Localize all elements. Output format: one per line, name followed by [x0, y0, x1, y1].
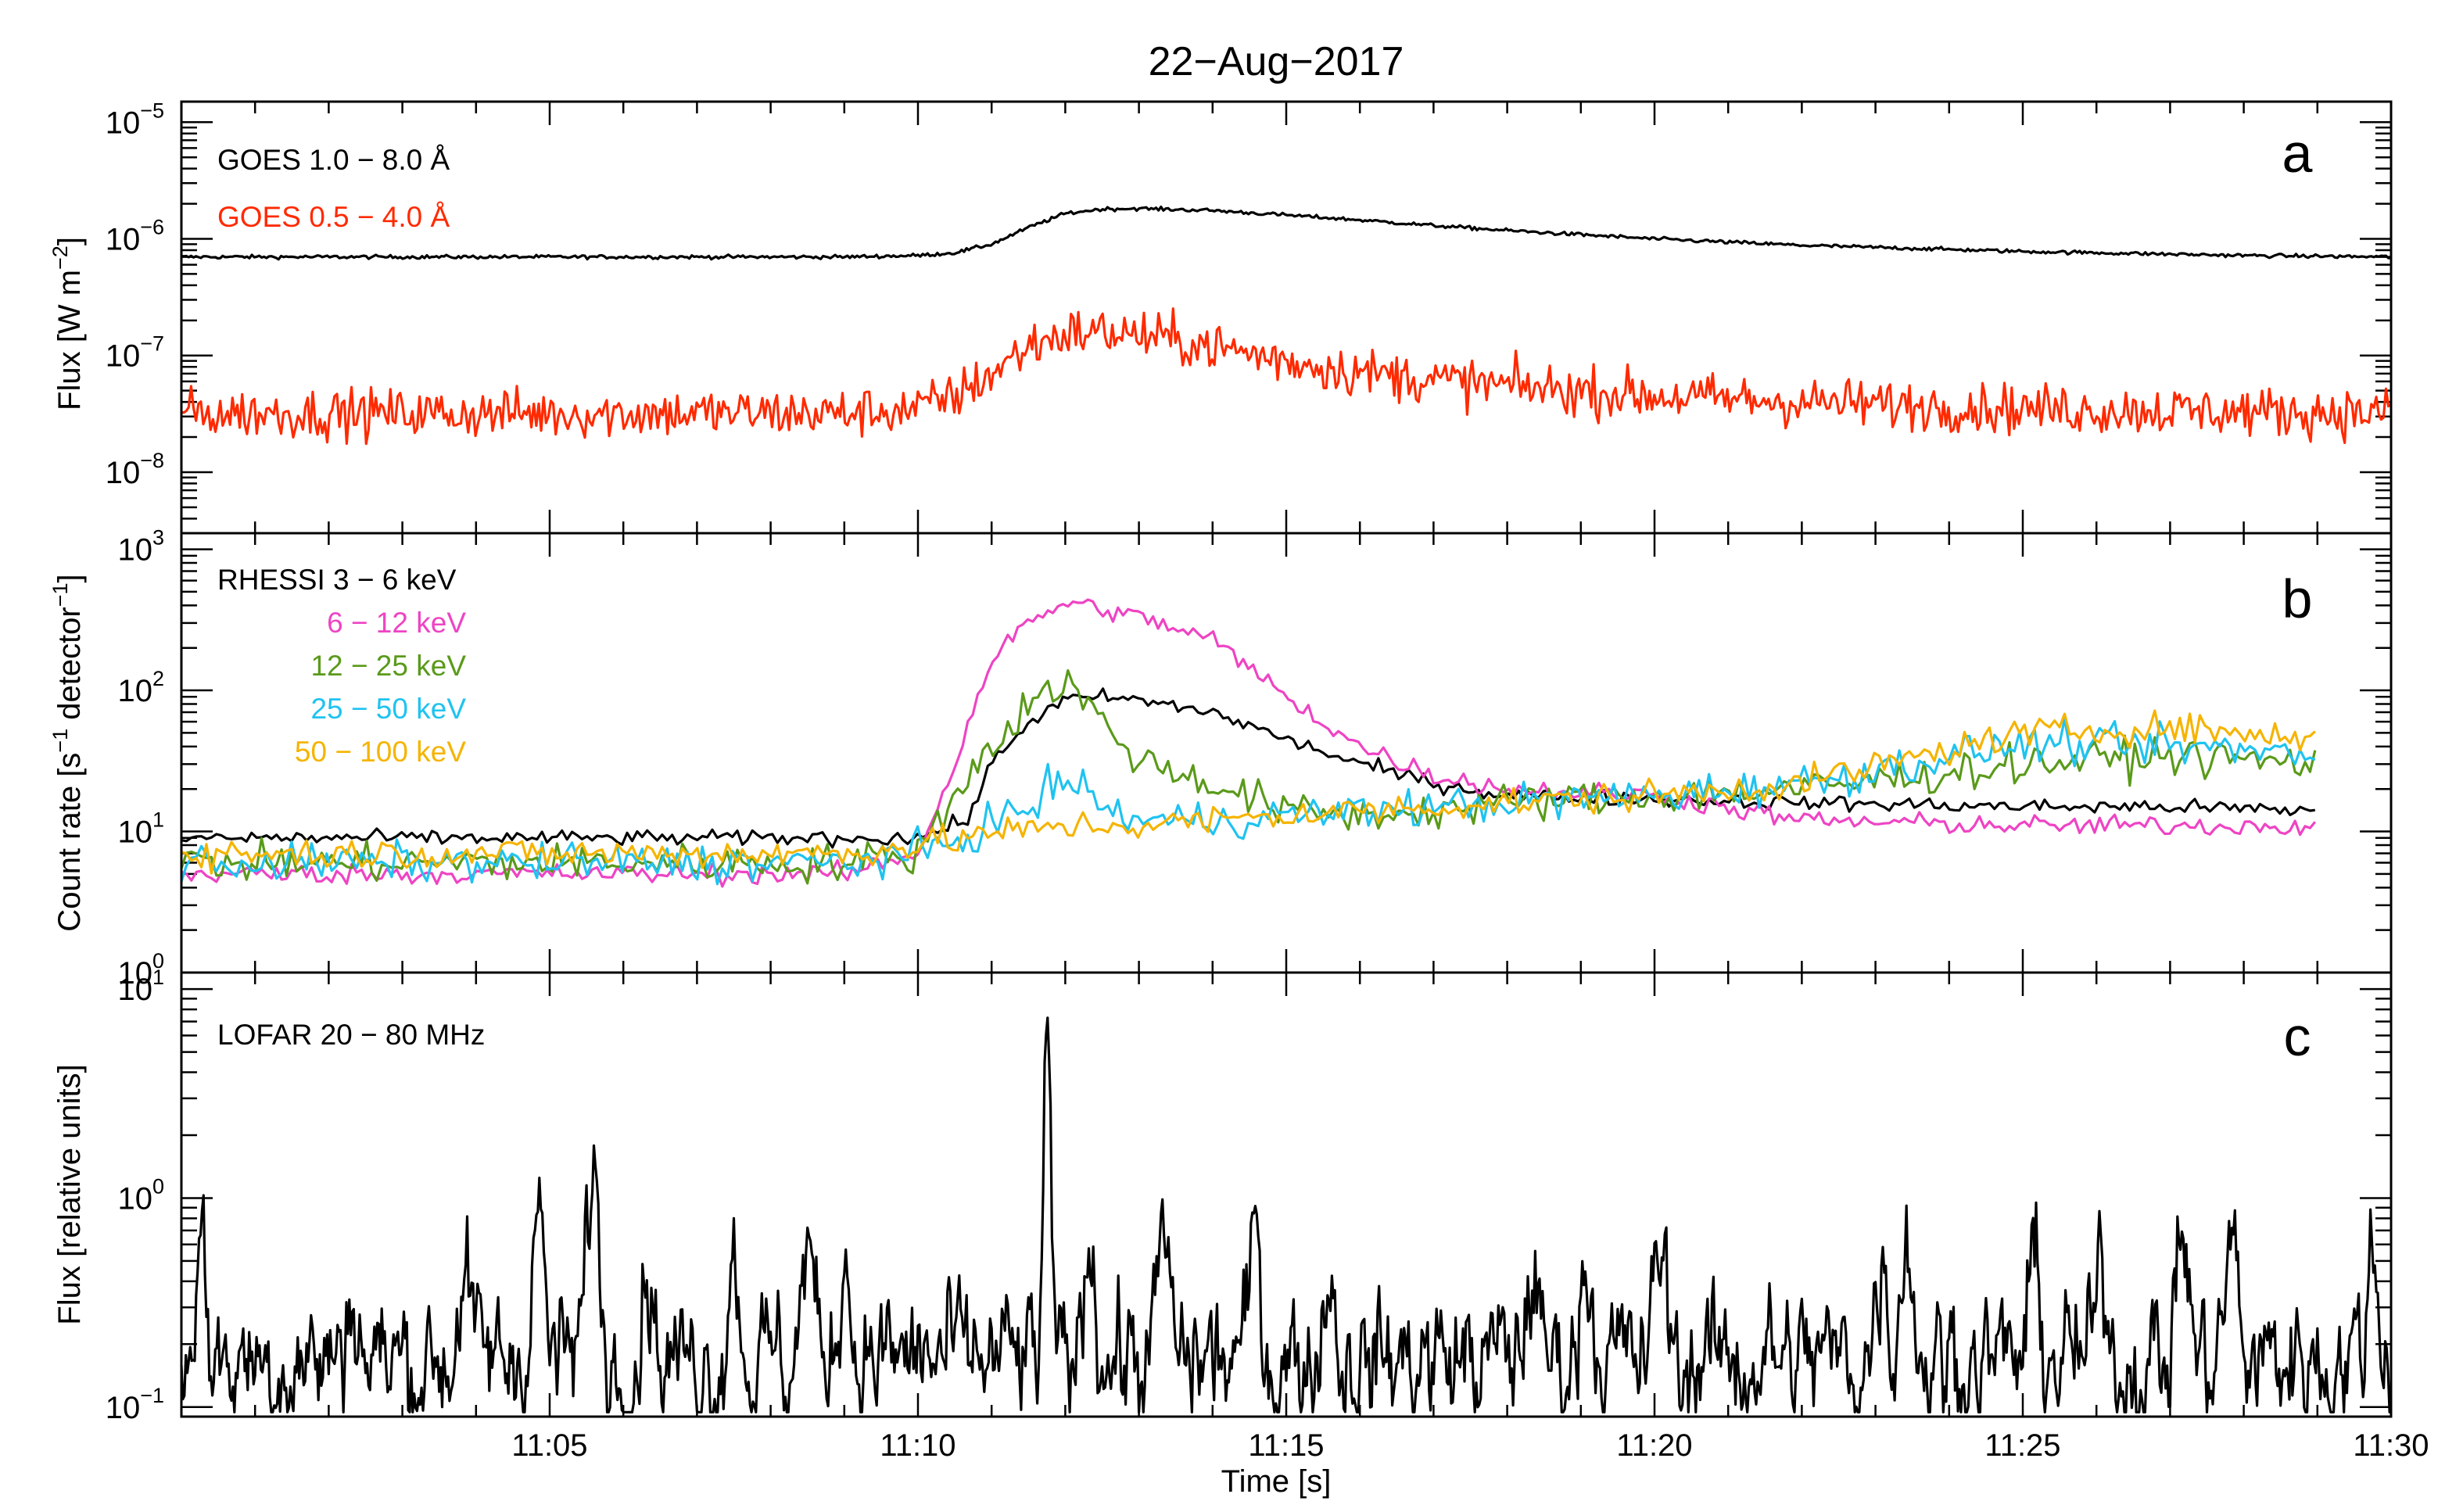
y-tick-label: 10−5 [106, 99, 164, 140]
panel-b-series [180, 598, 2317, 888]
y-tick-label: 103 [117, 526, 164, 568]
y-tick-label: 101 [117, 966, 164, 1007]
legend-lofar: LOFAR 20 − 80 MHz [217, 1019, 485, 1051]
x-tick-label: 11:15 [1248, 1428, 1324, 1463]
panel-c: 101 100 10−1 Flux [relative units] c LOFAR… [52, 966, 2393, 1425]
panel-a-y-axis-label: Flux [W m−2] [48, 237, 87, 410]
y-tick-label: 101 [117, 808, 164, 850]
panel-c-frame [180, 971, 2393, 1418]
legend-rhessi-12-25: 12 − 25 keV [310, 650, 466, 682]
legend-goes-short: GOES 0.5 − 4.0 Å [217, 201, 450, 233]
legend-rhessi-6-12: 6 − 12 keV [327, 607, 466, 639]
panel-c-y-tick-labels: 101 100 10−1 [106, 966, 164, 1425]
series-line-b-1 [181, 598, 2317, 888]
legend-rhessi-25-50: 25 − 50 keV [310, 693, 466, 725]
panel-c-ticks [180, 973, 2393, 1418]
x-tick-label: 11:20 [1616, 1428, 1692, 1463]
y-tick-label: 10−8 [106, 449, 164, 490]
y-tick-label: 10−7 [106, 332, 164, 374]
y-tick-label: 10−6 [106, 216, 164, 257]
panel-a-y-tick-labels: 10−5 10−6 10−7 10−8 [106, 99, 164, 490]
x-tick-label: 11:10 [880, 1428, 955, 1463]
panel-c-letter: c [2284, 1006, 2311, 1067]
x-axis-label: Time [s] [1221, 1464, 1332, 1499]
panel-c-series [180, 1016, 2391, 1413]
x-tick-label: 11:25 [1984, 1428, 2060, 1463]
series-line-c-0 [180, 1016, 2391, 1413]
panel-a-series [181, 205, 2392, 446]
x-tick-label: 11:05 [511, 1428, 587, 1463]
series-line-b-2 [180, 668, 2317, 885]
panel-a-frame [180, 100, 2393, 535]
panel-a: 10−5 10−6 10−7 10−8 Flux [W m−2] a GOES 1.0… [48, 99, 2393, 535]
figure-title: 22−Aug−2017 [1149, 39, 1404, 84]
x-tick-label: 11:30 [2353, 1428, 2429, 1463]
y-tick-label: 10−1 [106, 1384, 164, 1425]
x-tick-labels: 11:05 11:10 11:15 11:20 11:25 11:30 [511, 1428, 2429, 1463]
panel-b-ticks [180, 533, 2393, 974]
legend-rhessi-50-100: 50 − 100 keV [295, 736, 466, 768]
series-line-b-4 [181, 709, 2316, 875]
y-tick-label: 100 [117, 949, 164, 991]
legend-rhessi-3-6: RHESSI 3 − 6 keV [217, 564, 457, 596]
y-tick-label: 102 [117, 667, 164, 708]
series-line-b-0 [181, 687, 2315, 849]
panel-a-ticks [180, 102, 2393, 535]
series-line-a-0 [181, 205, 2391, 261]
panel-b-frame [180, 532, 2393, 974]
panel-b-y-tick-labels: 103 102 101 100 [117, 526, 164, 991]
panel-b-y-axis-label: Count rate [s−1 detector−1] [48, 574, 87, 931]
y-tick-label: 100 [117, 1174, 164, 1216]
series-line-a-1 [181, 307, 2392, 446]
panel-a-letter: a [2282, 123, 2313, 184]
panel-b: 103 102 101 100 Count rate [s−1 detector−1]… [48, 526, 2393, 991]
panel-c-y-axis-label: Flux [relative units] [52, 1064, 87, 1324]
panel-b-letter: b [2282, 568, 2313, 629]
legend-goes-long: GOES 1.0 − 8.0 Å [217, 144, 450, 176]
